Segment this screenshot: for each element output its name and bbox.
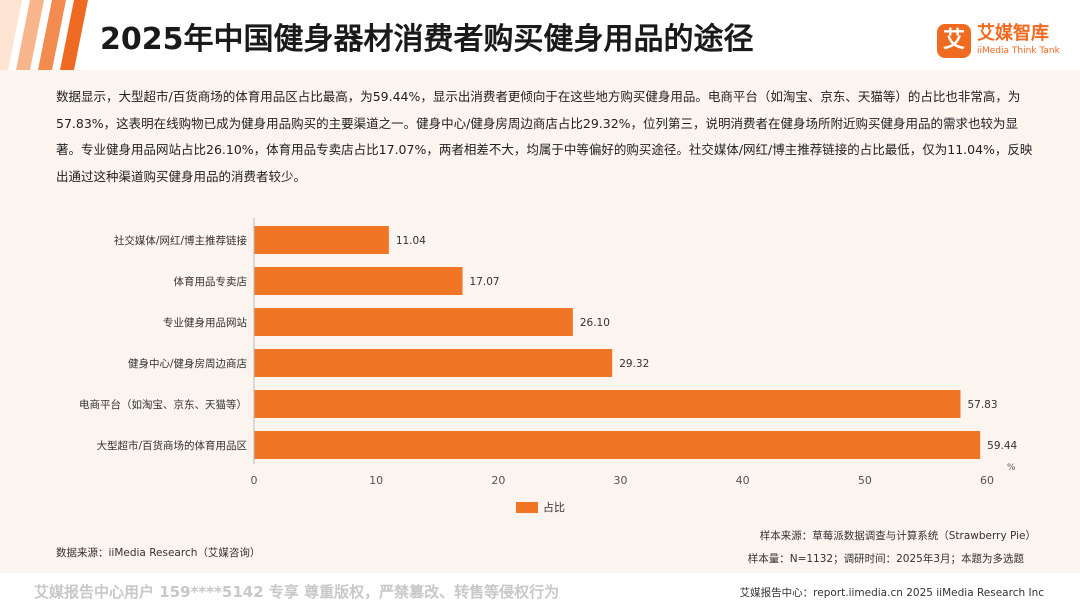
x-tick-label: 40 (736, 474, 750, 487)
chart-bar (254, 226, 389, 254)
category-label: 大型超市/百货商场的体育用品区 (96, 439, 247, 452)
x-tick-label: 60 (980, 474, 994, 487)
legend-label: 占比 (543, 501, 565, 514)
chart-bar (254, 390, 961, 418)
x-tick-label: 10 (369, 474, 383, 487)
footer: 艾媒报告中心用户 159****5142 专享 尊重版权，严禁篡改、转售等侵权行… (0, 573, 1080, 608)
category-label: 社交媒体/网红/博主推荐链接 (114, 234, 248, 247)
chart-bar (254, 308, 573, 336)
logo-subtitle: iiMedia Think Tank (977, 46, 1060, 56)
x-tick-label: 20 (491, 474, 505, 487)
x-tick-label: 0 (251, 474, 258, 487)
value-label: 17.07 (470, 276, 500, 288)
chart-bar (254, 349, 613, 377)
value-label: 59.44 (987, 440, 1017, 452)
value-label: 57.83 (967, 399, 997, 411)
footer-site-info: 艾媒报告中心：report.iimedia.cn 2025 iiMedia Re… (739, 587, 1044, 599)
x-tick-label: 50 (858, 474, 872, 487)
copyright-watermark: 艾媒报告中心用户 159****5142 专享 尊重版权，严禁篡改、转售等侵权行… (34, 583, 560, 601)
category-label: 专业健身用品网站 (163, 316, 247, 329)
data-source-note: 数据来源：iiMedia Research（艾媒咨询） (56, 547, 261, 559)
bar-chart: 社交媒体/网红/博主推荐链接 11.04 体育用品专卖店 17.07 专业健身用品网站 2… (79, 218, 1018, 487)
category-label: 体育用品专卖店 (174, 275, 248, 288)
sample-source-note: 样本来源：草莓派数据调查与计算系统（Strawberry Pie） (759, 530, 1036, 542)
x-tick-label: 30 (614, 474, 628, 487)
value-label: 11.04 (396, 235, 426, 247)
sample-size-note: 样本量：N=1132；调研时间：2025年3月；本题为多选题 (747, 553, 1024, 565)
category-label: 电商平台（如淘宝、京东、天猫等） (79, 398, 247, 411)
x-axis-unit: % (1007, 463, 1016, 473)
category-label: 健身中心/健身房周边商店 (128, 357, 247, 370)
value-label: 29.32 (619, 358, 649, 370)
page-title: 2025年中国健身器材消费者购买健身用品的途径 (100, 22, 754, 57)
iimedia-logo: 艾 艾媒智库 iiMedia Think Tank (937, 24, 1072, 64)
header: 2025年中国健身器材消费者购买健身用品的途径 艾 艾媒智库 iiMedia T… (0, 0, 1080, 70)
chart-bar (254, 267, 463, 295)
header-stripes-decoration (0, 0, 88, 70)
chart-bar (254, 431, 981, 459)
description-text: 数据显示，大型超市/百货商场的体育用品区占比最高，为59.44%，显示出消费者更… (56, 89, 1033, 184)
logo-name: 艾媒智库 (977, 23, 1049, 44)
value-label: 26.10 (580, 317, 610, 329)
logo-badge: 艾 (937, 24, 971, 58)
legend-swatch (516, 502, 538, 513)
